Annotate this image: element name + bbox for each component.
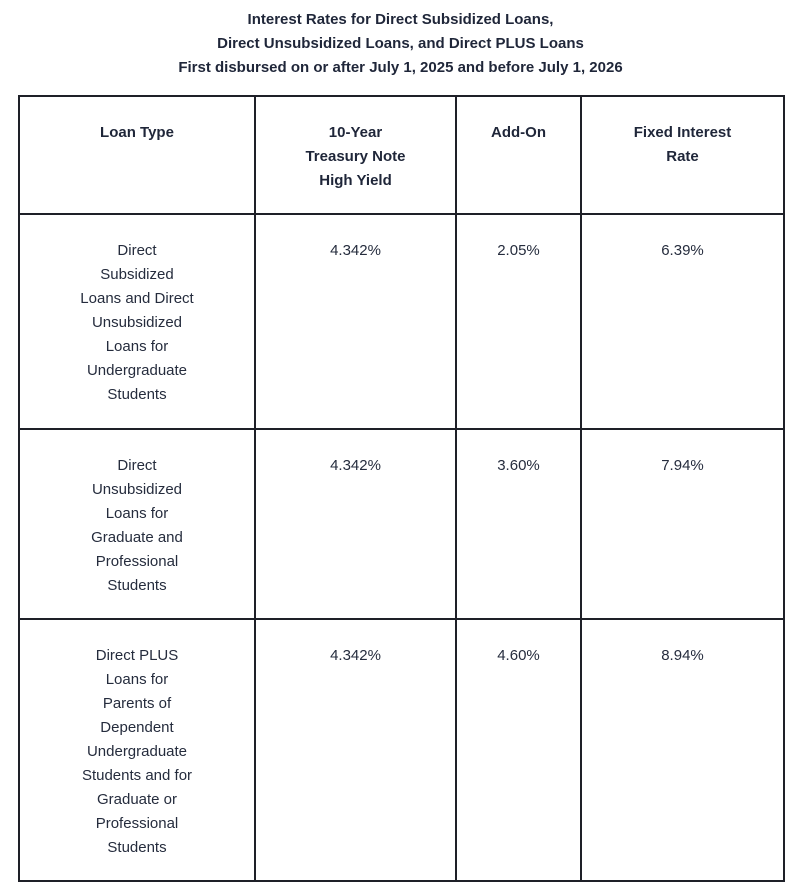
interest-rates-table: Loan Type 10-Year Treasury Note High Yie… xyxy=(18,95,785,882)
cell-loan-type: Direct Unsubsidized Loans for Graduate a… xyxy=(18,428,256,620)
page-title: Interest Rates for Direct Subsidized Loa… xyxy=(0,8,801,80)
table-row: Direct PLUS Loans for Parents of Depende… xyxy=(18,618,785,882)
table-row: Direct Subsidized Loans and Direct Unsub… xyxy=(18,213,785,430)
cell-fixed-rate: 6.39% xyxy=(580,213,785,430)
cell-add-on: 3.60% xyxy=(455,428,582,620)
cell-fixed-rate: 7.94% xyxy=(580,428,785,620)
cell-add-on: 4.60% xyxy=(455,618,582,882)
table-header-row: Loan Type 10-Year Treasury Note High Yie… xyxy=(18,95,785,215)
page-title-line-2: Direct Unsubsidized Loans, and Direct PL… xyxy=(217,35,584,52)
cell-treasury-yield: 4.342% xyxy=(254,213,457,430)
header-cell-fixed-rate: Fixed Interest Rate xyxy=(580,95,785,215)
cell-add-on: 2.05% xyxy=(455,213,582,430)
header-cell-loan-type: Loan Type xyxy=(18,95,256,215)
cell-loan-type: Direct Subsidized Loans and Direct Unsub… xyxy=(18,213,256,430)
cell-treasury-yield: 4.342% xyxy=(254,428,457,620)
header-cell-treasury-yield: 10-Year Treasury Note High Yield xyxy=(254,95,457,215)
page-title-line-1: Interest Rates for Direct Subsidized Loa… xyxy=(247,11,554,28)
cell-fixed-rate: 8.94% xyxy=(580,618,785,882)
cell-loan-type: Direct PLUS Loans for Parents of Depende… xyxy=(18,618,256,882)
cell-treasury-yield: 4.342% xyxy=(254,618,457,882)
table-row: Direct Unsubsidized Loans for Graduate a… xyxy=(18,428,785,620)
page-title-line-3: First disbursed on or after July 1, 2025… xyxy=(178,59,623,76)
header-cell-add-on: Add-On xyxy=(455,95,582,215)
